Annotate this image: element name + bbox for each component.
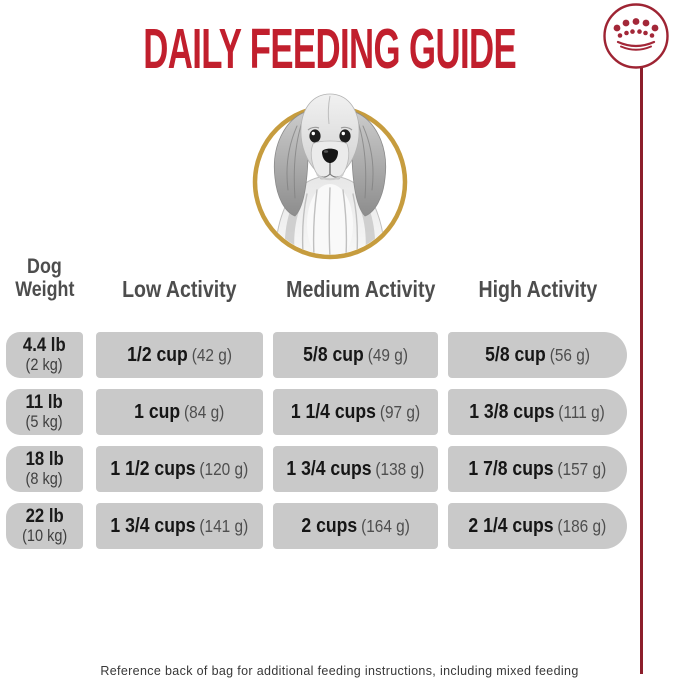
column-header-dog-weight-line1: Dog bbox=[27, 255, 62, 278]
column-header-dog-weight: Dog Weight bbox=[6, 255, 83, 301]
weight-lb: 4.4 lb bbox=[23, 334, 66, 356]
weight-kg: (2 kg) bbox=[25, 356, 64, 375]
column-header-low-activity: Low Activity bbox=[96, 275, 263, 302]
medium-activity-cell: 1 3/4 cups (138 g) bbox=[273, 446, 438, 492]
cups-amount: 1 3/4 cups bbox=[286, 457, 372, 480]
column-header-high-activity: High Activity bbox=[448, 275, 627, 302]
medium-activity-cell: 2 cups (164 g) bbox=[273, 503, 438, 549]
grams-amount: (141 g) bbox=[199, 515, 249, 536]
table-row: 4.4 lb (2 kg) 1/2 cup (42 g) 5/8 cup (49… bbox=[6, 332, 627, 378]
column-header-medium-activity-text: Medium Activity bbox=[286, 275, 436, 302]
table-row: 22 lb (10 kg) 1 3/4 cups (141 g) 2 cups … bbox=[6, 503, 627, 549]
grams-amount: (164 g) bbox=[360, 515, 410, 536]
low-activity-cell: 1 cup (84 g) bbox=[96, 389, 263, 435]
grams-amount: (97 g) bbox=[379, 401, 421, 422]
cups-amount: 1/2 cup bbox=[127, 343, 188, 366]
weight-kg: (5 kg) bbox=[25, 413, 64, 432]
weight-lb: 11 lb bbox=[25, 391, 64, 413]
grams-amount: (49 g) bbox=[367, 344, 408, 365]
page-title: DAILY FEEDING GUIDE bbox=[0, 21, 660, 78]
column-header-low-activity-text: Low Activity bbox=[122, 275, 237, 302]
grams-amount: (111 g) bbox=[558, 401, 606, 422]
page-title-text: DAILY FEEDING GUIDE bbox=[143, 17, 518, 81]
footer-note: Reference back of bag for additional fee… bbox=[100, 664, 579, 678]
weight-kg: (8 kg) bbox=[25, 470, 64, 489]
cups-amount: 1 cup bbox=[134, 400, 181, 423]
grams-amount: (186 g) bbox=[557, 515, 607, 536]
cups-amount: 1 1/4 cups bbox=[290, 400, 376, 423]
dachshund-portrait-illustration bbox=[252, 93, 408, 260]
high-activity-cell: 1 3/8 cups (111 g) bbox=[448, 389, 627, 435]
medium-activity-cell: 5/8 cup (49 g) bbox=[273, 332, 438, 378]
cups-amount: 5/8 cup bbox=[485, 343, 546, 366]
low-activity-cell: 1/2 cup (42 g) bbox=[96, 332, 263, 378]
column-header-medium-activity: Medium Activity bbox=[273, 275, 438, 302]
weight-cell: 4.4 lb (2 kg) bbox=[6, 332, 83, 378]
cups-amount: 1 7/8 cups bbox=[468, 457, 554, 480]
feeding-table: 4.4 lb (2 kg) 1/2 cup (42 g) 5/8 cup (49… bbox=[6, 332, 627, 560]
weight-cell: 22 lb (10 kg) bbox=[6, 503, 83, 549]
cups-amount: 1 3/4 cups bbox=[110, 514, 196, 537]
weight-cell: 11 lb (5 kg) bbox=[6, 389, 83, 435]
column-header-high-activity-text: High Activity bbox=[478, 275, 597, 302]
vertical-rule bbox=[640, 68, 643, 674]
weight-lb: 22 lb bbox=[25, 505, 64, 527]
cups-amount: 1 3/8 cups bbox=[469, 400, 555, 423]
royal-canin-crown-icon bbox=[603, 3, 669, 69]
grams-amount: (157 g) bbox=[557, 458, 607, 479]
grams-amount: (120 g) bbox=[199, 458, 249, 479]
high-activity-cell: 1 7/8 cups (157 g) bbox=[448, 446, 627, 492]
high-activity-cell: 5/8 cup (56 g) bbox=[448, 332, 627, 378]
grams-amount: (138 g) bbox=[375, 458, 425, 479]
low-activity-cell: 1 3/4 cups (141 g) bbox=[96, 503, 263, 549]
high-activity-cell: 2 1/4 cups (186 g) bbox=[448, 503, 627, 549]
table-row: 18 lb (8 kg) 1 1/2 cups (120 g) 1 3/4 cu… bbox=[6, 446, 627, 492]
grams-amount: (56 g) bbox=[549, 344, 590, 365]
low-activity-cell: 1 1/2 cups (120 g) bbox=[96, 446, 263, 492]
column-header-dog-weight-line2: Weight bbox=[14, 277, 75, 301]
cups-amount: 2 1/4 cups bbox=[468, 514, 554, 537]
weight-kg: (10 kg) bbox=[21, 527, 68, 546]
grams-amount: (84 g) bbox=[184, 401, 225, 422]
cups-amount: 2 cups bbox=[301, 514, 358, 537]
cups-amount: 5/8 cup bbox=[303, 343, 364, 366]
cups-amount: 1 1/2 cups bbox=[110, 457, 196, 480]
table-header-row: Dog Weight Low Activity Medium Activity … bbox=[6, 255, 627, 302]
medium-activity-cell: 1 1/4 cups (97 g) bbox=[273, 389, 438, 435]
table-row: 11 lb (5 kg) 1 cup (84 g) 1 1/4 cups (97… bbox=[6, 389, 627, 435]
grams-amount: (42 g) bbox=[191, 344, 232, 365]
weight-cell: 18 lb (8 kg) bbox=[6, 446, 83, 492]
weight-lb: 18 lb bbox=[25, 448, 64, 470]
